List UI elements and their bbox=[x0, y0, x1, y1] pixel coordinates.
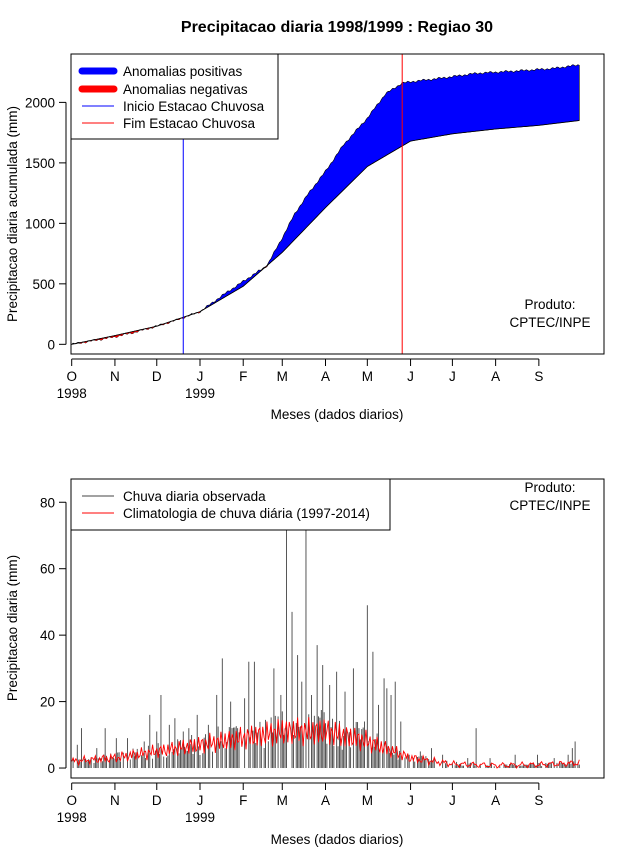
y-axis-label: Precipitacao diaria acumulada (mm) bbox=[5, 106, 20, 322]
x-tick-label: F bbox=[239, 369, 247, 384]
x-tick-label: A bbox=[321, 369, 330, 384]
x-tick-label: D bbox=[152, 369, 162, 384]
x-tick-label: J bbox=[407, 369, 414, 384]
climatology-cumulative-line bbox=[71, 120, 580, 345]
x-year-label: 1998 bbox=[57, 386, 87, 401]
x-tick-label: A bbox=[491, 369, 500, 384]
chart-title: Precipitacao diaria 1998/1999 : Regiao 3… bbox=[181, 19, 493, 36]
legend-label: Anomalias positivas bbox=[123, 64, 243, 79]
x-tick-label: M bbox=[277, 369, 288, 384]
accumulated-chart: Precipitacao diaria 1998/1999 : Regiao 3… bbox=[5, 19, 605, 422]
legend: Chuva diaria observada Climatologia de c… bbox=[70, 478, 391, 531]
x-tick-label: J bbox=[449, 793, 456, 808]
x-tick-label: O bbox=[66, 793, 77, 808]
y-tick-label: 20 bbox=[40, 695, 55, 710]
y-tick-label: 60 bbox=[40, 562, 55, 577]
x-tick-label: J bbox=[407, 793, 414, 808]
x-axis-label: Meses (dados diarios) bbox=[271, 832, 404, 847]
x-tick-label: M bbox=[277, 793, 288, 808]
y-tick-label: 500 bbox=[32, 277, 55, 292]
y-tick-label: 80 bbox=[40, 495, 55, 510]
legend-label: Chuva diaria observada bbox=[123, 489, 266, 504]
x-tick-label: M bbox=[362, 369, 373, 384]
x-year-label: 1998 bbox=[57, 810, 87, 825]
x-axis-label: Meses (dados diarios) bbox=[271, 407, 404, 422]
product-source: CPTEC/INPE bbox=[509, 315, 590, 330]
y-tick-label: 1000 bbox=[25, 216, 55, 231]
x-year-label: 1999 bbox=[185, 386, 215, 401]
x-tick-label: J bbox=[449, 369, 456, 384]
product-label: Produto: bbox=[524, 480, 575, 495]
x-year-label: 1999 bbox=[185, 810, 215, 825]
y-axis-label: Precipitacao diaria (mm) bbox=[5, 555, 20, 701]
x-tick-label: O bbox=[66, 369, 77, 384]
climatology-line-layer bbox=[71, 717, 580, 769]
x-tick-label: N bbox=[110, 793, 120, 808]
anomaly-area-layer bbox=[70, 64, 580, 345]
y-axis: 0 20 40 60 80 bbox=[40, 495, 67, 776]
climatology-daily-line bbox=[71, 717, 580, 769]
x-axis: O N D J F M A M J J A S 1998 1999 bbox=[57, 782, 543, 825]
product-label: Produto: bbox=[524, 297, 575, 312]
y-tick-label: 0 bbox=[47, 337, 55, 352]
x-tick-label: J bbox=[197, 793, 204, 808]
legend: Anomalias positivas Anomalias negativas … bbox=[70, 53, 279, 140]
x-tick-label: A bbox=[321, 793, 330, 808]
plot-frame bbox=[70, 53, 605, 355]
x-axis: O N D J F M A M J J A S 1998 1999 bbox=[57, 358, 543, 401]
x-tick-label: S bbox=[534, 793, 543, 808]
y-tick-label: 0 bbox=[47, 761, 55, 776]
observed-bars-layer bbox=[72, 502, 580, 769]
x-tick-label: J bbox=[197, 369, 204, 384]
y-tick-label: 40 bbox=[40, 628, 55, 643]
y-tick-label: 1500 bbox=[25, 156, 55, 171]
legend-label: Fim Estacao Chuvosa bbox=[123, 116, 256, 131]
legend-label: Anomalias negativas bbox=[123, 82, 248, 97]
x-tick-label: N bbox=[110, 369, 120, 384]
legend-box bbox=[70, 478, 391, 531]
y-axis: 0 500 1000 1500 2000 bbox=[25, 95, 67, 352]
x-tick-label: S bbox=[534, 369, 543, 384]
negative-anomaly-area bbox=[74, 265, 267, 344]
legend-label: Inicio Estacao Chuvosa bbox=[123, 99, 265, 114]
x-tick-label: M bbox=[362, 793, 373, 808]
daily-chart: 0 20 40 60 80 O N D J F M A M J J A S 1998 1999 Precipita… bbox=[5, 478, 605, 847]
x-tick-label: A bbox=[491, 793, 500, 808]
x-tick-label: D bbox=[152, 793, 162, 808]
legend-label: Climatologia de chuva diária (1997-2014) bbox=[123, 506, 370, 521]
product-source: CPTEC/INPE bbox=[509, 498, 590, 513]
y-tick-label: 2000 bbox=[25, 95, 55, 110]
x-tick-label: F bbox=[239, 793, 247, 808]
